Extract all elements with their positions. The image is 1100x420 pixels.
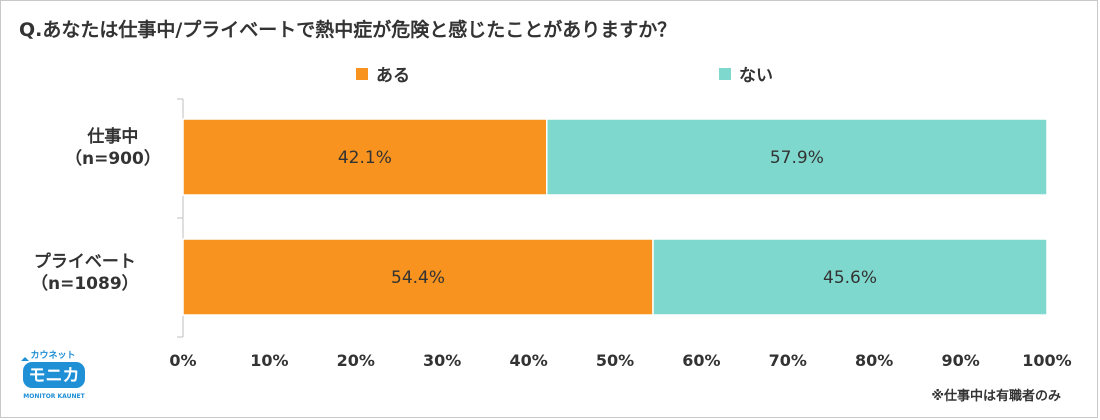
logo-sub-text: MONITOR KAUNET [23, 393, 85, 400]
bar-1-1 [652, 238, 1048, 316]
chart-title: Q.あなたは仕事中/プライベートで熱中症が危険と感じたことがありますか？ [19, 19, 677, 41]
category-n-private: （n=1089） [31, 274, 139, 294]
legend-label-nai: ない [739, 66, 773, 86]
legend-swatch-nai [719, 67, 731, 80]
x-tick-label-8: 80% [855, 351, 894, 370]
category-n-work: （n=900） [65, 149, 161, 169]
x-tick-label-7: 70% [768, 351, 807, 370]
footnote: ※仕事中は有職者のみ [931, 389, 1061, 404]
bar-label-1-1: 45.6% [823, 268, 877, 288]
x-tick-label-0: 0% [169, 351, 197, 370]
x-tick-label-6: 60% [682, 351, 721, 370]
category-name-private: プライベート [33, 252, 136, 272]
x-tick-label-3: 30% [423, 351, 462, 370]
logo-main-text: モニカ [29, 366, 80, 386]
x-tick-label-4: 40% [509, 351, 548, 370]
category-name-work: 仕事中 [87, 127, 139, 147]
category-label-private: プライベート （n=1089） [31, 251, 139, 295]
logo-top-text: カウネット [30, 350, 75, 361]
x-tick-label-9: 90% [941, 351, 980, 370]
bar-1-0 [182, 238, 654, 316]
category-label-work: 仕事中 （n=900） [65, 126, 161, 170]
bar-label-1-0: 54.4% [391, 268, 445, 288]
legend-item-aru: ある [356, 61, 410, 86]
legend-item-nai: ない [719, 61, 773, 86]
bar-label-0-0: 42.1% [338, 148, 392, 168]
x-tick-label-10: 100% [1022, 351, 1072, 370]
bar-0-0 [182, 118, 548, 196]
bar-label-0-1: 57.9% [770, 148, 824, 168]
x-tick-label-1: 10% [250, 351, 289, 370]
legend-swatch-aru [356, 67, 368, 80]
monika-logo-icon: カウネット モニカ MONITOR KAUNET [21, 350, 86, 400]
x-tick-label-5: 50% [595, 351, 635, 370]
legend-label-aru: ある [376, 66, 410, 86]
x-tick-label-2: 20% [336, 351, 375, 370]
bar-0-1 [545, 118, 1048, 196]
